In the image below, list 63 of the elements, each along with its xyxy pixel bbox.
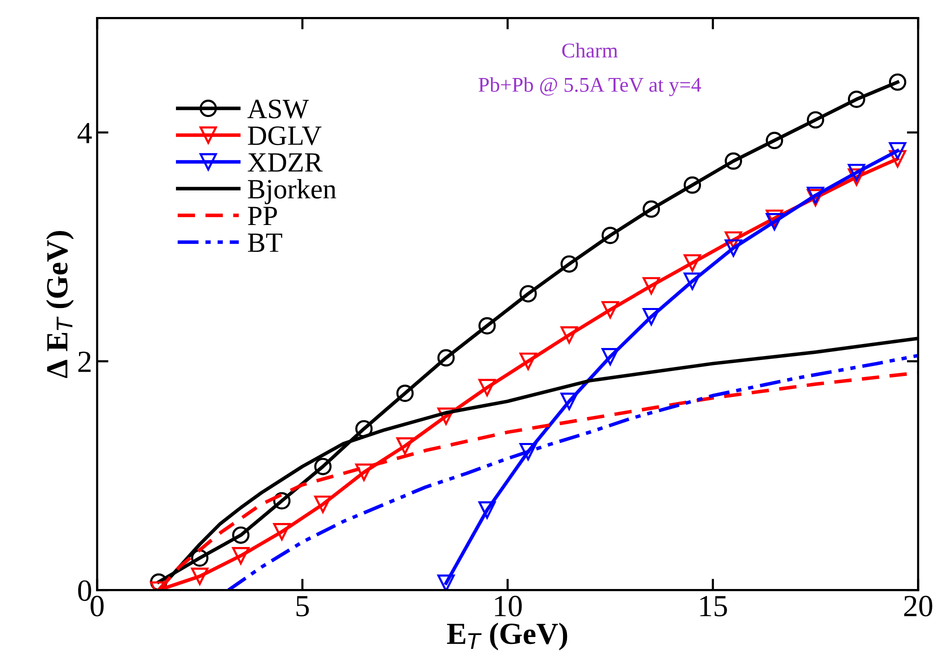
point: [888, 73, 906, 91]
point: [848, 90, 866, 108]
point: [602, 301, 619, 318]
point: [437, 349, 455, 367]
point: [273, 492, 291, 510]
point: [642, 277, 660, 294]
point: [684, 272, 702, 290]
point: [724, 239, 742, 257]
x-tick-label: 15: [700, 596, 727, 616]
legend-label: ASW: [247, 100, 309, 118]
point: [602, 226, 619, 244]
point: [602, 348, 619, 366]
legend-label: BT: [248, 234, 282, 252]
point: [478, 317, 496, 334]
point: [684, 176, 702, 194]
legend-label: DGLV: [248, 126, 322, 146]
y-axis-title: Δ E$_{T}$ (GeV): [46, 231, 74, 378]
point: [232, 526, 250, 544]
point: [355, 464, 373, 481]
point: [396, 384, 414, 402]
x-tick-label: 10: [495, 596, 522, 616]
point: [519, 442, 537, 460]
annotation: Pb+Pb @ 5.5A TeV at y=4: [478, 77, 702, 96]
point: [766, 210, 784, 227]
point: [642, 308, 660, 326]
point: [642, 200, 660, 218]
x-axis-title: E$_{T}$ (GeV): [447, 622, 568, 650]
y-tick-label: 2: [78, 352, 91, 372]
point: [560, 255, 578, 273]
point: [888, 150, 906, 168]
legend-label: Bjorken: [248, 179, 336, 204]
point: [232, 547, 250, 564]
point: [766, 213, 784, 230]
point: [560, 392, 578, 410]
point: [191, 549, 208, 567]
point: [273, 523, 291, 540]
point: [437, 574, 455, 590]
x-tick-label: 20: [904, 596, 932, 616]
point: [560, 326, 578, 344]
legend-label: PP: [248, 206, 277, 226]
point: [437, 407, 455, 425]
point: [724, 152, 742, 170]
point: [848, 168, 866, 186]
y-tick-label: 4: [78, 122, 92, 144]
y-tick-label: 0: [78, 580, 92, 601]
point: [848, 164, 866, 182]
point: [396, 437, 414, 455]
point: [806, 111, 824, 129]
point: [478, 501, 496, 519]
point: [478, 378, 496, 396]
annotation: Charm: [562, 42, 618, 58]
point: [191, 568, 208, 586]
point: [724, 231, 742, 249]
point: [519, 352, 537, 370]
point: [314, 496, 332, 513]
point: [519, 285, 537, 302]
point: [355, 420, 373, 438]
x-tick-label: 5: [296, 596, 309, 616]
point: [314, 458, 332, 476]
legend-label: XDZR: [248, 153, 323, 172]
point: [766, 132, 784, 150]
point: [888, 142, 906, 160]
point: [684, 254, 702, 272]
